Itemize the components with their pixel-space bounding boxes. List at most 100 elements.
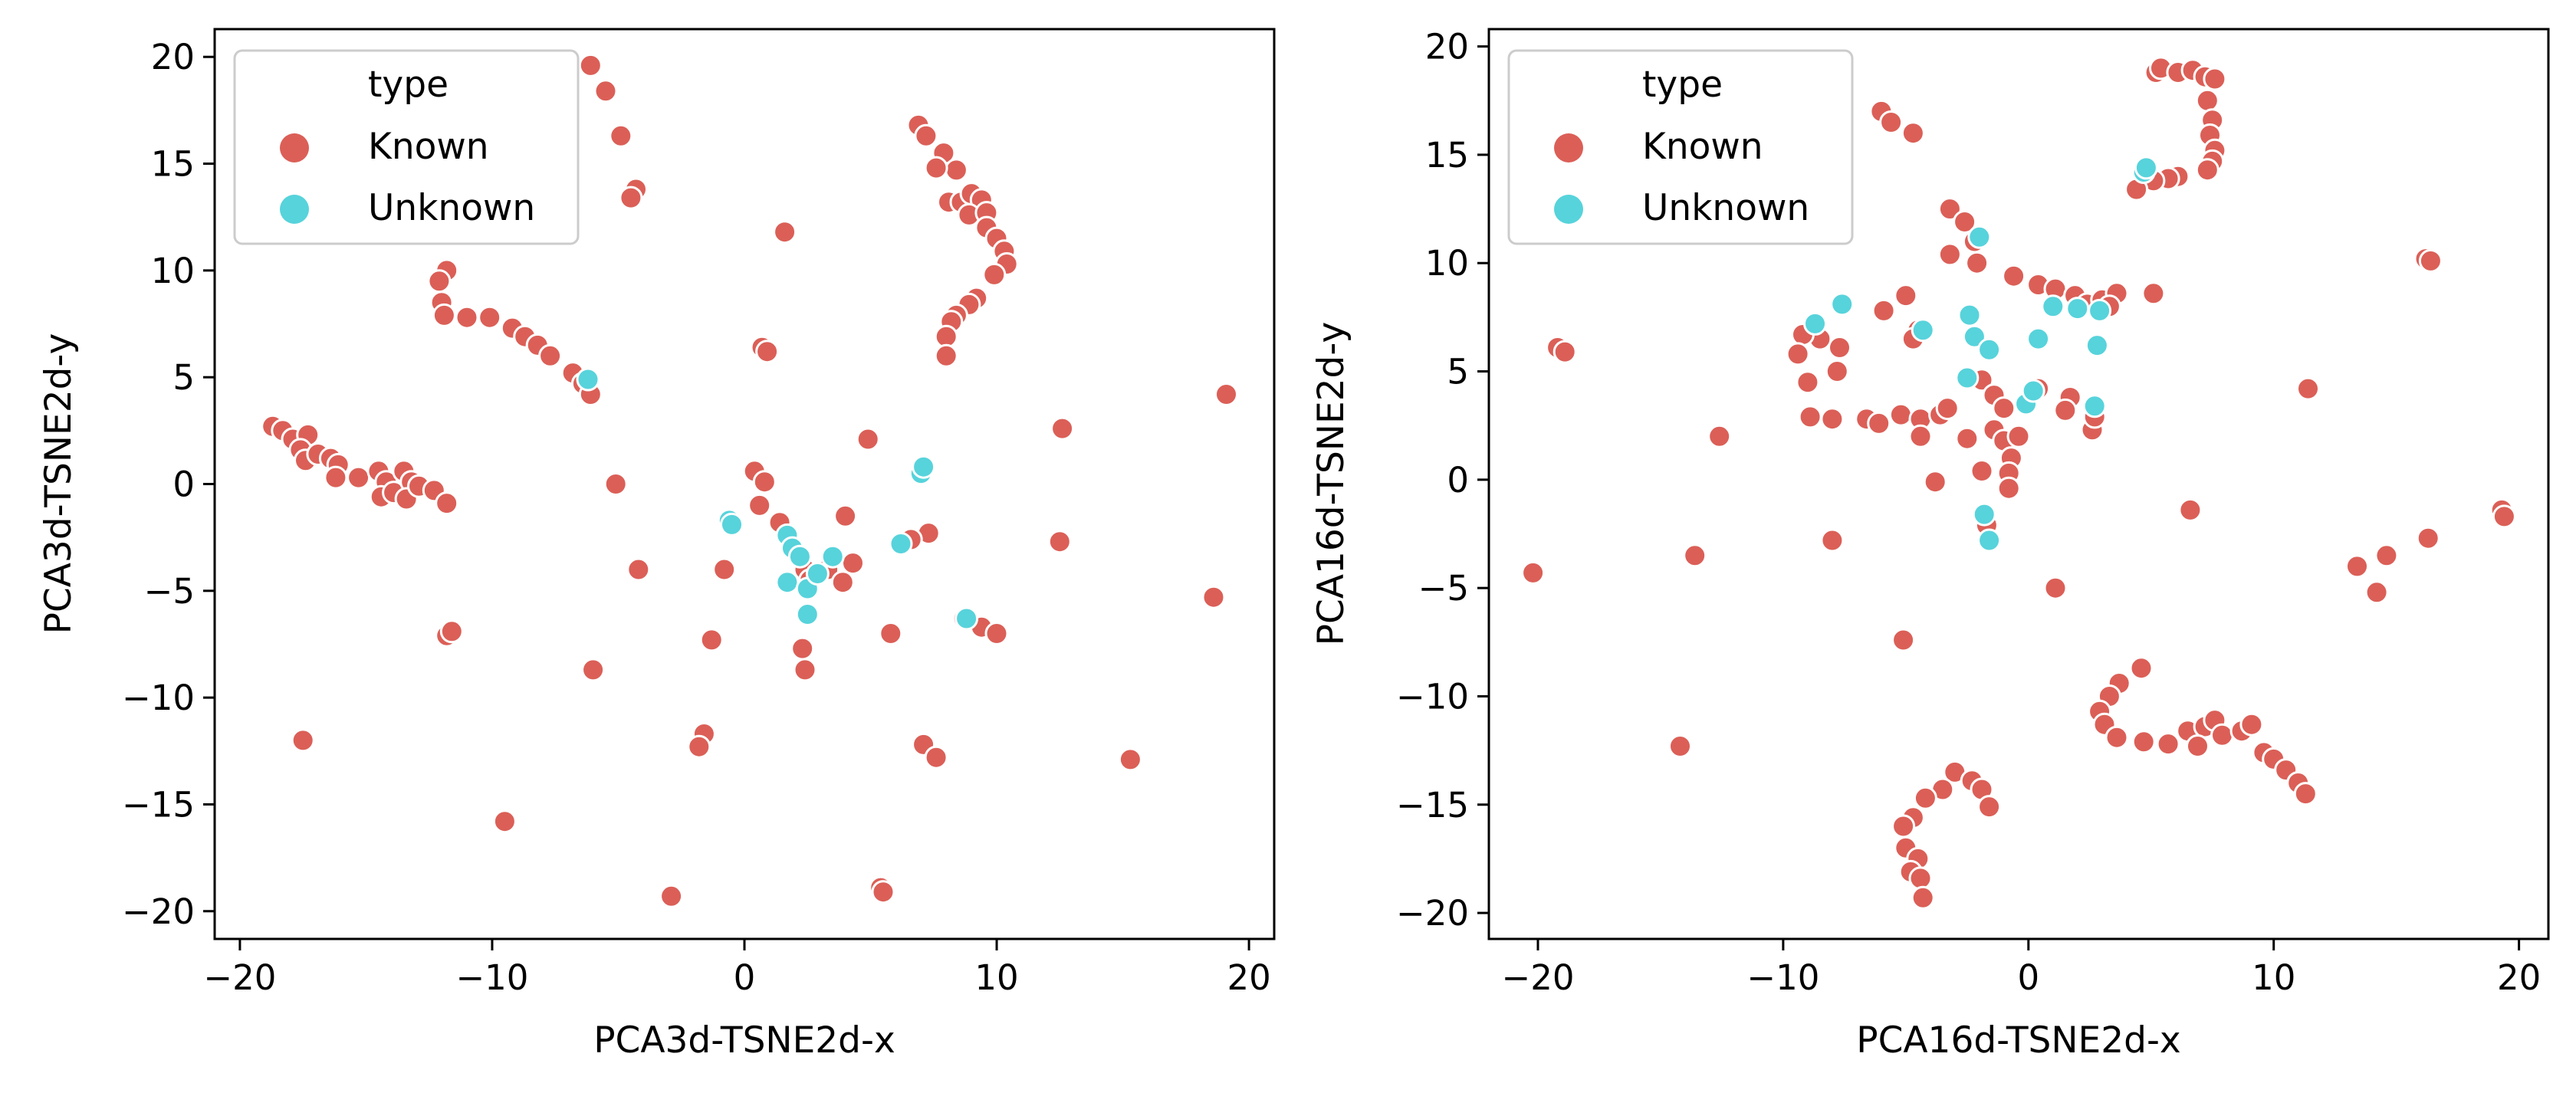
left-known-point xyxy=(712,557,737,582)
right-known-point xyxy=(2416,526,2440,550)
left-known-point xyxy=(291,728,315,753)
right-x-tick-label: 10 xyxy=(2252,957,2295,998)
left-unknown-point xyxy=(889,532,913,556)
left-known-point xyxy=(687,734,711,759)
right-known-point xyxy=(1996,476,2021,501)
left-legend-unknown-label: Unknown xyxy=(368,187,535,229)
right-known-point xyxy=(1935,396,1960,421)
right-known-point xyxy=(1825,359,1849,383)
right-known-point xyxy=(1798,405,1822,429)
left-known-point xyxy=(982,262,1007,287)
right-known-point xyxy=(2156,732,2180,757)
left-known-point xyxy=(432,303,456,327)
left-x-tick-label: 0 xyxy=(734,957,756,998)
left-known-point xyxy=(1118,747,1142,772)
left-known-point xyxy=(984,622,1009,645)
right-known-point xyxy=(2418,248,2443,273)
left-unknown-point xyxy=(576,367,600,392)
right-known-point xyxy=(1937,197,1962,222)
right-known-point xyxy=(2374,543,2399,568)
right-unknown-point xyxy=(2065,297,2090,321)
right-known-point xyxy=(1888,402,1913,427)
left-legend-title: type xyxy=(368,64,449,106)
left-unknown-point xyxy=(775,570,800,595)
right-known-point xyxy=(2002,264,2026,288)
right-known-point xyxy=(2186,734,2210,758)
left-known-point xyxy=(593,79,618,103)
right-x-tick-label: −20 xyxy=(1501,957,1574,998)
right-known-point xyxy=(2203,67,2227,91)
left-known-point xyxy=(435,491,459,516)
right-legend: type Known Unknown xyxy=(1507,49,1854,245)
right-unknown-point xyxy=(2085,333,2109,358)
left-y-tick-label: 5 xyxy=(172,357,195,398)
left-scatter-panel: −20 −10 0 10 20 20 15 10 5 0 −5 −10 −15 −20 PCA3d-TSN… xyxy=(38,28,1276,1062)
right-known-point xyxy=(1992,396,2016,421)
right-unknown-point xyxy=(1803,311,1827,336)
right-known-point xyxy=(1913,786,1937,810)
right-known-point xyxy=(1908,866,1933,891)
right-unknown-point xyxy=(2021,379,2045,403)
left-unknown-point xyxy=(820,544,845,569)
right-unknown-point xyxy=(2041,294,2065,319)
left-known-point xyxy=(856,427,880,451)
left-known-point xyxy=(934,343,958,368)
right-known-point xyxy=(2364,580,2389,605)
left-points-layer xyxy=(261,53,1238,908)
left-known-point xyxy=(793,658,817,682)
right-known-point xyxy=(1820,407,1845,432)
right-known-point xyxy=(1707,424,1732,448)
left-x-tick-label: −10 xyxy=(455,957,528,998)
right-legend-unknown-label: Unknown xyxy=(1642,187,1809,229)
right-known-point xyxy=(1911,885,1935,910)
left-y-tick-label: 10 xyxy=(151,251,195,291)
left-legend-known-marker xyxy=(280,133,309,162)
left-known-point xyxy=(347,465,371,490)
right-known-point xyxy=(1683,543,1707,568)
right-scatter-panel: −20 −10 0 10 20 20 15 10 5 0 −5 −10 −15 −20 PCA16d-TS… xyxy=(1310,27,2550,1062)
right-known-point xyxy=(1828,336,1852,359)
right-y-tick-label: −20 xyxy=(1396,893,1469,934)
right-known-point xyxy=(2492,504,2516,529)
right-known-point xyxy=(1965,251,1990,275)
right-unknown-point xyxy=(2088,298,2112,323)
right-legend-title: type xyxy=(1642,64,1723,106)
left-known-point xyxy=(609,123,633,148)
right-known-point xyxy=(1552,340,1577,364)
left-axis-ticks: −20 −10 0 10 20 20 15 10 5 0 −5 −10 −15 −20 xyxy=(122,37,1271,998)
left-y-tick-label: 20 xyxy=(151,37,195,77)
right-known-point xyxy=(2293,782,2318,806)
left-known-point xyxy=(626,557,651,582)
right-known-point xyxy=(2043,576,2068,600)
left-y-tick-label: −5 xyxy=(144,571,195,612)
right-y-tick-label: 5 xyxy=(1447,352,1469,392)
left-known-point xyxy=(439,619,464,644)
left-x-tick-label: 10 xyxy=(974,957,1018,998)
left-known-point xyxy=(790,636,815,661)
right-unknown-point xyxy=(1972,502,1996,527)
left-known-point xyxy=(619,185,643,210)
right-y-tick-label: −15 xyxy=(1396,785,1469,825)
left-known-point xyxy=(1214,382,1238,406)
right-known-point xyxy=(1955,426,1980,451)
left-known-point xyxy=(755,340,780,364)
left-known-point xyxy=(924,156,948,180)
right-known-point xyxy=(1970,459,1994,483)
left-known-point xyxy=(752,470,777,494)
right-unknown-point xyxy=(1977,528,2002,553)
right-known-point xyxy=(2129,656,2154,681)
right-legend-known-label: Known xyxy=(1642,126,1763,168)
right-known-point xyxy=(1820,528,1845,553)
left-known-point xyxy=(871,880,895,904)
left-known-point xyxy=(492,809,517,834)
right-legend-unknown-marker xyxy=(1554,195,1583,224)
right-known-point xyxy=(1796,370,1820,395)
left-unknown-point xyxy=(795,602,820,626)
left-y-tick-label: 15 xyxy=(151,144,195,185)
left-known-point xyxy=(455,305,479,330)
right-unknown-point xyxy=(1911,318,1935,343)
right-known-point xyxy=(2141,281,2166,306)
left-unknown-point xyxy=(955,606,979,631)
left-known-point xyxy=(699,628,724,652)
right-known-point xyxy=(1923,470,1947,494)
